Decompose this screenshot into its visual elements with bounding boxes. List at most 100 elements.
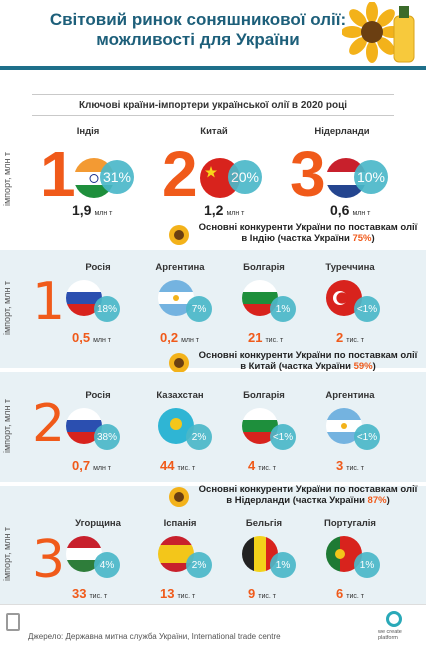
competitors-heading-netherlands: Основні конкуренти України по поставкам … [196, 484, 420, 506]
argentina-flag-icon [326, 408, 362, 444]
amount-value: 4 [248, 458, 256, 473]
amount-value: 2 [336, 330, 344, 345]
amount-value: 9 [248, 586, 256, 601]
header: Світовий ринок соняшникової олії: можлив… [0, 0, 426, 70]
amount-value: 13 [160, 586, 175, 601]
import-amount: 3 тис. т [336, 458, 364, 473]
amount-value: 0,2 [160, 330, 179, 345]
rank-number: 2 [162, 138, 198, 210]
amount-value: 0,5 [72, 330, 91, 345]
amount-unit: тис. т [346, 465, 364, 472]
amount-unit: тис. т [346, 593, 364, 600]
amount-unit: тис. т [177, 465, 196, 472]
share-bubble: <1% [270, 424, 296, 450]
country-name: Росія [85, 390, 111, 401]
heading-text: Основні конкуренти України по поставкам … [198, 350, 418, 372]
share-bubble: 20% [228, 160, 262, 194]
amount-unit: млн т [93, 337, 111, 344]
subtitle: Ключові країни-імпортери української олі… [78, 100, 348, 111]
heading-close: ) [372, 361, 376, 372]
document-icon [6, 613, 20, 631]
amount-unit: тис. т [258, 465, 276, 472]
amount-value: 1,9 [72, 202, 92, 218]
import-amount: 44 тис. т [160, 458, 195, 473]
amount-unit: млн т [93, 465, 111, 472]
country-name: Нідерланди [314, 126, 370, 137]
share-bubble: 10% [354, 160, 388, 194]
share-bubble: 38% [94, 424, 120, 450]
bulgaria-flag-icon [242, 280, 278, 316]
share-bubble: 1% [270, 552, 296, 578]
amount-unit: млн т [226, 210, 245, 217]
ukraine-share: 75% [352, 233, 372, 244]
country-name: Угорщина [75, 518, 121, 529]
turkey-flag-icon [326, 280, 362, 316]
import-amount: 13 тис. т [160, 586, 195, 601]
rank-number: 3 [290, 138, 326, 210]
heading-text: Основні конкуренти України по поставкам … [198, 222, 418, 244]
footer: Джерело: Державна митна служба України, … [0, 604, 426, 648]
ukraine-share: 59% [353, 361, 373, 372]
side-label: імпорт, млн т [2, 526, 12, 582]
argentina-flag-icon [158, 280, 194, 316]
amount-unit: тис. т [265, 337, 284, 344]
country-name: Болгарія [243, 390, 285, 401]
russia-flag-icon [66, 408, 102, 444]
amount-unit: млн т [94, 210, 113, 217]
country-name: Казахстан [156, 390, 204, 401]
amount-value: 0,7 [72, 458, 91, 473]
country-name: Туреччина [325, 262, 375, 273]
import-amount: 6 тис. т [336, 586, 364, 601]
share-bubble: 1% [354, 552, 380, 578]
import-amount: 9 тис. т [248, 586, 276, 601]
country-name: Китай [200, 126, 228, 137]
rank-number: 1 [40, 138, 76, 210]
country-name: Болгарія [243, 262, 285, 273]
logo-text: we create platform [378, 629, 402, 641]
amount-value: 33 [72, 586, 87, 601]
russia-flag-icon [66, 280, 102, 316]
amount-unit: млн т [181, 337, 199, 344]
page-title: Світовий ринок соняшникової олії: можлив… [49, 10, 347, 49]
logo-icon [386, 611, 402, 627]
amount-unit: тис. т [346, 337, 364, 344]
spain-flag-icon [158, 536, 194, 572]
share-bubble: 1% [270, 296, 296, 322]
subtitle-bar: Ключові країни-імпортери української олі… [32, 94, 394, 116]
source-note: Джерело: Державна митна служба України, … [28, 632, 281, 641]
share-bubble: 2% [186, 552, 212, 578]
share-bubble: <1% [354, 424, 380, 450]
amount-value: 21 [248, 330, 263, 345]
separator [0, 482, 426, 488]
amount-unit: тис. т [258, 593, 276, 600]
amount-value: 1,2 [204, 202, 224, 218]
hungary-flag-icon [66, 536, 102, 572]
import-amount: 1,2 млн т [204, 202, 244, 218]
rank-number: 1 [32, 272, 66, 332]
import-amount: 1,9 млн т [72, 202, 112, 218]
share-bubble: 18% [94, 296, 120, 322]
country-name: Португалія [324, 518, 376, 529]
country-name: Бельгія [245, 518, 283, 529]
amount-unit: млн т [352, 210, 371, 217]
side-label: імпорт, млн т [2, 280, 12, 336]
india-competitors-section: імпорт, млн т 1 Росія 18% 0,5 млн т Арген… [0, 250, 426, 373]
import-amount: 2 тис. т [336, 330, 364, 345]
ukraine-share: 87% [367, 495, 387, 506]
subtitle-band: Ключові країни-імпортери української олі… [0, 72, 426, 120]
import-amount: 0,7 млн т [72, 458, 111, 473]
amount-value: 6 [336, 586, 344, 601]
heading-close: ) [386, 495, 390, 506]
amount-value: 0,6 [330, 202, 350, 218]
amount-unit: тис. т [89, 593, 108, 600]
heading-close: ) [371, 233, 375, 244]
amount-unit: тис. т [177, 593, 196, 600]
side-label: імпорт, млн т [2, 151, 12, 207]
sunflower-icon [169, 225, 189, 245]
top-importers-section: імпорт, млн т Індія 1 31% 1,9 млн т Китай… [0, 120, 426, 250]
country-name: Росія [85, 262, 111, 273]
sunflower-icon [169, 487, 189, 507]
import-amount: 0,2 млн т [160, 330, 199, 345]
country-name: Аргентина [155, 262, 205, 273]
netherlands-competitors-section: Основні конкуренти України по поставкам … [0, 484, 426, 604]
